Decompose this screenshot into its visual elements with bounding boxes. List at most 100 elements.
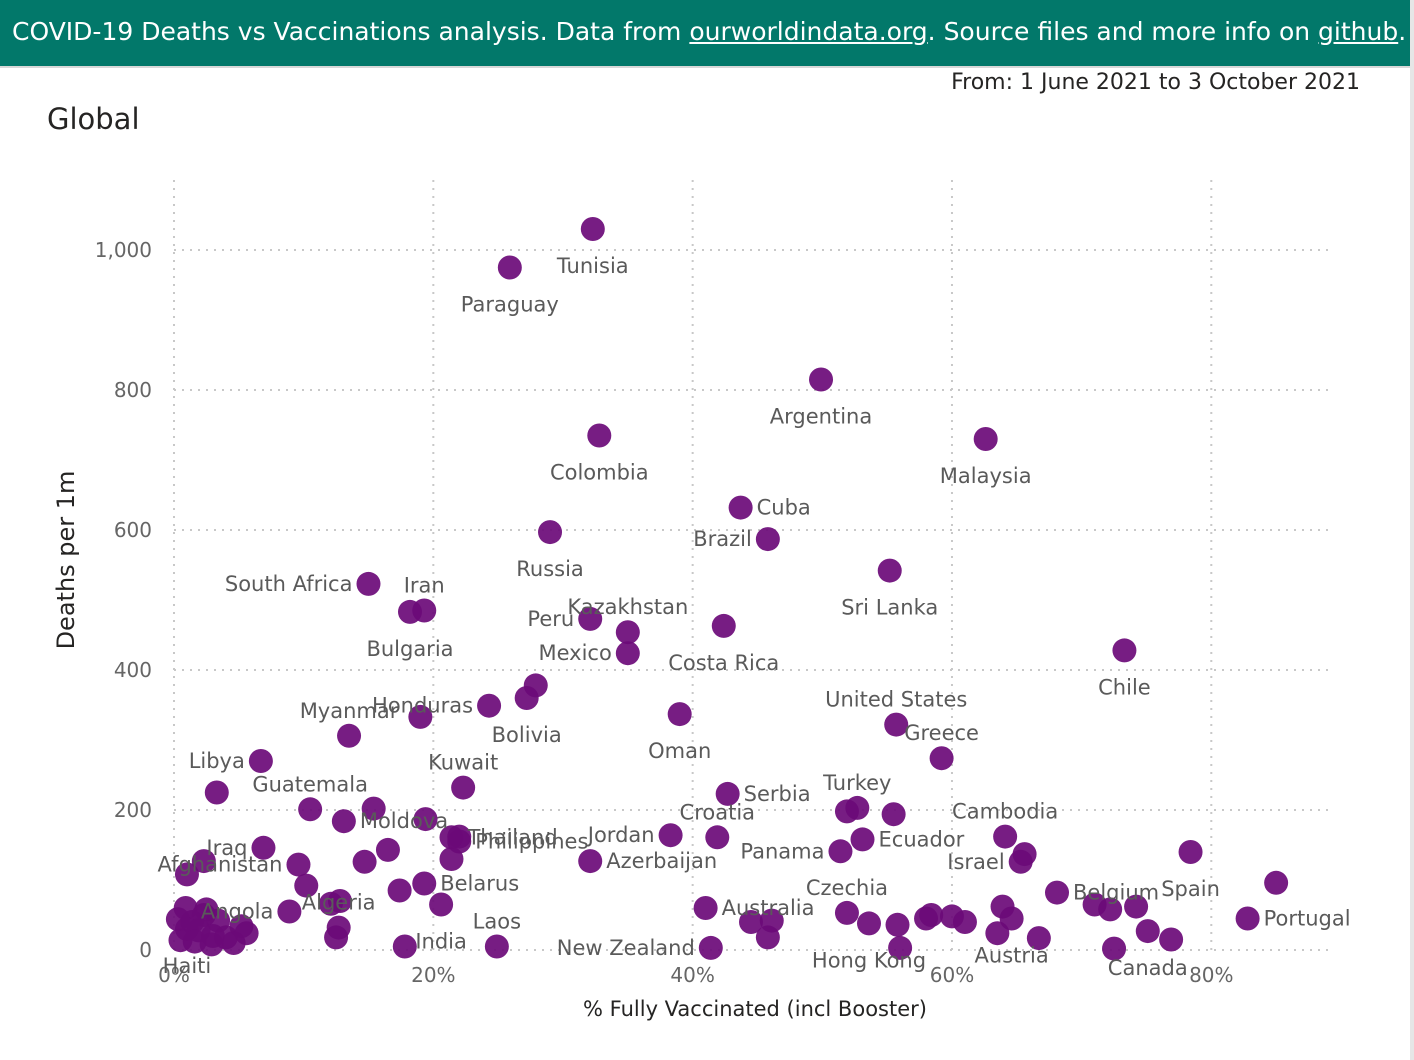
data-point[interactable] (1098, 897, 1123, 922)
data-point[interactable] (251, 835, 276, 860)
data-point[interactable] (298, 797, 323, 822)
github-link[interactable]: github (1318, 17, 1399, 46)
point-label: Iraq (206, 836, 247, 860)
data-point[interactable] (587, 423, 612, 448)
data-point[interactable] (248, 749, 273, 773)
data-point[interactable] (658, 823, 683, 848)
data-point[interactable] (667, 702, 692, 727)
data-point[interactable] (375, 837, 400, 862)
point-label: Greece (904, 721, 979, 745)
data-point[interactable] (1008, 849, 1033, 874)
data-point[interactable] (705, 825, 730, 850)
data-point[interactable] (412, 871, 437, 896)
data-point[interactable] (711, 613, 736, 638)
data-point[interactable] (881, 802, 906, 827)
data-point[interactable] (698, 935, 723, 960)
data-point[interactable] (739, 910, 763, 934)
grid-lines (173, 180, 1328, 951)
data-point[interactable] (973, 427, 998, 451)
data-point[interactable] (728, 495, 753, 520)
data-point[interactable] (413, 807, 438, 832)
data-point[interactable] (1112, 638, 1137, 663)
data-point[interactable] (888, 935, 913, 960)
data-point[interactable] (1102, 936, 1127, 961)
data-point[interactable] (715, 781, 740, 806)
data-point[interactable] (1235, 906, 1260, 931)
data-point[interactable] (327, 889, 352, 913)
data-point[interactable] (1264, 870, 1289, 895)
point-label: Belgium (1073, 881, 1159, 905)
data-point[interactable] (356, 571, 381, 596)
data-point[interactable] (165, 907, 190, 932)
data-point[interactable] (755, 527, 780, 552)
point-label: Angola (201, 900, 274, 924)
data-point[interactable] (615, 620, 640, 645)
data-point[interactable] (952, 910, 977, 934)
banner-text-1: COVID-19 Deaths vs Vaccinations analysis… (12, 17, 690, 46)
data-point[interactable] (834, 799, 859, 824)
data-point[interactable] (1135, 919, 1160, 944)
data-point[interactable] (856, 911, 881, 936)
banner-text-3: . (1398, 17, 1407, 46)
data-point[interactable] (1159, 927, 1184, 952)
data-point[interactable] (484, 934, 509, 959)
data-point[interactable] (1124, 894, 1149, 919)
data-point[interactable] (514, 686, 539, 710)
data-point[interactable] (294, 873, 319, 898)
data-point[interactable] (392, 934, 417, 959)
data-point[interactable] (204, 780, 229, 805)
data-point[interactable] (884, 712, 909, 737)
data-point[interactable] (578, 606, 603, 631)
point-label: Cuba (757, 496, 811, 520)
data-point[interactable] (538, 520, 563, 545)
data-point[interactable] (985, 921, 1010, 946)
data-point[interactable] (234, 921, 259, 946)
data-point[interactable] (352, 849, 377, 874)
data-point[interactable] (578, 849, 603, 874)
data-point[interactable] (1026, 926, 1051, 951)
data-point[interactable] (277, 899, 302, 924)
data-point[interactable] (497, 255, 522, 280)
date-range-label: From: 1 June 2021 to 3 October 2021 (951, 70, 1360, 95)
data-point[interactable] (1178, 840, 1203, 864)
data-point[interactable] (447, 829, 472, 854)
data-point[interactable] (834, 900, 859, 925)
data-point[interactable] (615, 641, 640, 666)
data-point[interactable] (693, 896, 718, 920)
data-point[interactable] (759, 908, 784, 933)
x-tick-label: 20% (411, 963, 455, 987)
point-label: Hong Kong (812, 948, 926, 972)
data-point[interactable] (429, 892, 454, 917)
point-label: Moldova (360, 809, 448, 833)
data-point[interactable] (408, 704, 433, 729)
data-point[interactable] (850, 827, 875, 852)
data-point[interactable] (174, 862, 199, 887)
data-point[interactable] (387, 878, 412, 903)
data-point[interactable] (828, 839, 853, 864)
data-point[interactable] (477, 693, 502, 718)
data-point[interactable] (877, 558, 902, 583)
data-point[interactable] (337, 723, 362, 748)
data-point[interactable] (993, 824, 1018, 849)
data-point[interactable] (919, 903, 944, 927)
data-point[interactable] (397, 599, 422, 624)
data-point[interactable] (324, 925, 349, 950)
data-point[interactable] (809, 367, 834, 392)
data-point[interactable] (451, 775, 476, 800)
ourworldindata-link[interactable]: ourworldindata.org (689, 17, 928, 46)
data-point[interactable] (929, 746, 954, 771)
point-label: Chile (1098, 675, 1151, 699)
data-point[interactable] (885, 912, 910, 937)
data-point[interactable] (199, 932, 224, 957)
data-point[interactable] (191, 849, 216, 874)
data-point[interactable] (331, 809, 356, 834)
point-label: Sri Lanka (841, 596, 938, 620)
point-label: Iran (404, 574, 445, 598)
data-point[interactable] (361, 796, 386, 821)
data-point[interactable] (286, 852, 311, 877)
point-label: Myanmar (300, 699, 399, 723)
data-point[interactable] (1045, 880, 1070, 905)
point-label: Libya (189, 749, 245, 773)
data-point[interactable] (580, 217, 605, 241)
